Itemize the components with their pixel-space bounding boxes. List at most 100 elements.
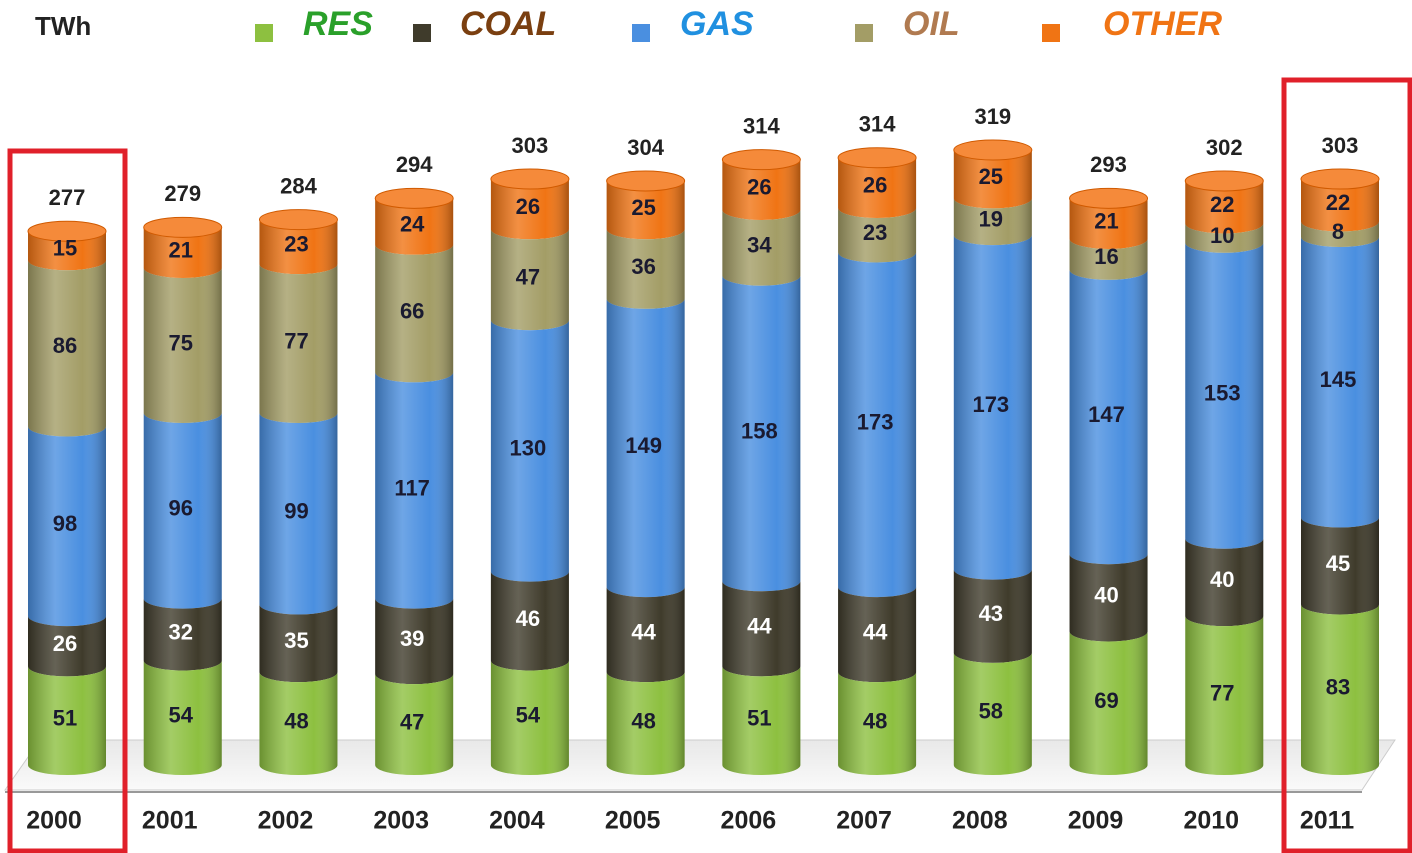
segment-label: 47 xyxy=(400,709,424,734)
cylinder-cap xyxy=(27,220,107,242)
cylinder-shade xyxy=(28,231,106,775)
legend-label: GAS xyxy=(680,5,754,43)
segment-label: 58 xyxy=(979,699,1003,724)
total-label: 314 xyxy=(743,113,780,138)
segment-label: 15 xyxy=(53,236,77,261)
x-tick-label: 2000 xyxy=(26,807,82,835)
segment-label: 35 xyxy=(284,628,308,653)
total-label: 302 xyxy=(1206,135,1243,160)
cylinder-cap xyxy=(953,139,1033,161)
cylinder-shade xyxy=(490,179,569,776)
segment-label: 23 xyxy=(863,220,887,245)
legend-swatch xyxy=(1042,24,1060,42)
segment-label: 44 xyxy=(863,619,888,644)
x-tick-label: 2007 xyxy=(836,807,892,835)
segment-label: 10 xyxy=(1210,223,1234,248)
total-label: 314 xyxy=(859,112,896,137)
total-label: 293 xyxy=(1090,152,1127,177)
segment-label: 21 xyxy=(1094,208,1118,233)
legend-label: OTHER xyxy=(1103,5,1222,43)
cylinder-cap xyxy=(1184,170,1264,192)
total-label: 303 xyxy=(1322,133,1359,158)
segment-label: 24 xyxy=(400,211,425,236)
x-tick-label: 2002 xyxy=(258,807,314,835)
cylinder-shade xyxy=(606,180,685,776)
total-label: 279 xyxy=(164,181,201,206)
cylinder-cap xyxy=(258,209,338,231)
segment-label: 66 xyxy=(400,298,424,323)
segment-label: 16 xyxy=(1094,244,1118,269)
x-tick-label: 2009 xyxy=(1068,807,1124,835)
segment-label: 75 xyxy=(168,330,192,355)
highlight-box xyxy=(1281,77,1412,853)
total-label: 277 xyxy=(49,185,86,210)
x-tick-label: 2004 xyxy=(489,807,545,835)
cylinder-cap xyxy=(490,168,570,190)
segment-label: 69 xyxy=(1094,688,1118,713)
segment-label: 99 xyxy=(284,499,308,524)
cylinder-shade xyxy=(1069,198,1148,775)
segment-label: 40 xyxy=(1210,567,1234,592)
segment-label: 8 xyxy=(1332,219,1344,244)
segment-label: 26 xyxy=(516,194,540,219)
segment-label: 43 xyxy=(979,601,1003,626)
segment-label: 36 xyxy=(631,254,655,279)
segment-label: 130 xyxy=(510,436,547,461)
unit-label: TWh xyxy=(35,11,91,41)
x-tick-label: 2003 xyxy=(373,807,429,835)
segment-label: 34 xyxy=(747,233,772,258)
legend-swatch xyxy=(855,24,873,42)
segment-label: 47 xyxy=(516,265,540,290)
segment-label: 32 xyxy=(168,619,192,644)
segment-label: 45 xyxy=(1326,551,1350,576)
segment-label: 48 xyxy=(863,708,887,733)
cylinder-cap xyxy=(1300,168,1380,190)
segment-label: 46 xyxy=(516,606,540,631)
segment-label: 39 xyxy=(400,626,424,651)
cylinder-shade xyxy=(1301,179,1379,776)
cylinder-shade xyxy=(375,198,454,775)
segment-label: 21 xyxy=(168,237,192,262)
segment-label: 158 xyxy=(741,418,778,443)
cylinder-shade xyxy=(259,219,338,776)
segment-label: 83 xyxy=(1326,675,1350,700)
segment-label: 77 xyxy=(284,328,308,353)
segment-label: 54 xyxy=(168,703,193,728)
segment-label: 22 xyxy=(1326,190,1350,215)
segment-label: 48 xyxy=(284,708,308,733)
cylinder-cap xyxy=(143,216,223,238)
x-tick-label: 2008 xyxy=(952,807,1008,835)
segment-label: 19 xyxy=(979,207,1003,232)
legend-swatch xyxy=(255,24,273,42)
cylinder-cap xyxy=(837,147,917,169)
segment-label: 44 xyxy=(747,614,772,639)
highlight-box xyxy=(7,148,128,853)
segment-label: 96 xyxy=(168,496,192,521)
segment-label: 23 xyxy=(284,232,308,257)
legend-label: RES xyxy=(303,5,373,43)
total-label: 319 xyxy=(974,104,1011,129)
segment-label: 26 xyxy=(53,631,77,656)
segment-label: 153 xyxy=(1204,381,1241,406)
segment-label: 54 xyxy=(516,703,541,728)
total-label: 284 xyxy=(280,173,317,198)
cylinder-cap xyxy=(1069,187,1149,209)
segment-label: 86 xyxy=(53,333,77,358)
segment-label: 25 xyxy=(631,195,655,220)
cylinder-shade xyxy=(722,159,801,776)
segment-label: 22 xyxy=(1210,192,1234,217)
segment-label: 44 xyxy=(631,619,656,644)
legend-label: OIL xyxy=(903,5,960,43)
segment-label: 25 xyxy=(979,164,1003,189)
cylinder-shade xyxy=(1185,180,1264,776)
segment-label: 51 xyxy=(53,705,77,730)
cylinder-cap xyxy=(721,149,801,171)
cylinder-shade xyxy=(143,227,222,775)
segment-label: 117 xyxy=(394,475,430,500)
segment-label: 98 xyxy=(53,511,77,536)
legend-swatch xyxy=(632,24,650,42)
segment-label: 173 xyxy=(857,410,894,435)
x-tick-label: 2010 xyxy=(1183,807,1239,835)
floor xyxy=(4,739,1396,791)
